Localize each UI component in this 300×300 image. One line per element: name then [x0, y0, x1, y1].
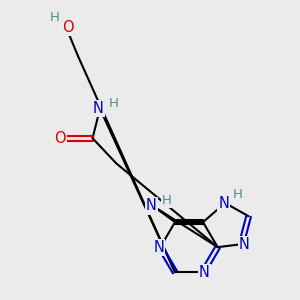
- Text: O: O: [54, 131, 66, 146]
- Text: O: O: [62, 20, 74, 35]
- Text: N: N: [93, 101, 104, 116]
- Text: N: N: [153, 240, 164, 255]
- Text: N: N: [218, 196, 229, 211]
- Text: N: N: [239, 237, 250, 252]
- Text: H: H: [50, 11, 59, 24]
- Text: H: H: [109, 97, 119, 110]
- Text: H: H: [232, 188, 242, 201]
- Text: N: N: [199, 265, 210, 280]
- Text: H: H: [162, 194, 172, 207]
- Text: N: N: [146, 198, 157, 213]
